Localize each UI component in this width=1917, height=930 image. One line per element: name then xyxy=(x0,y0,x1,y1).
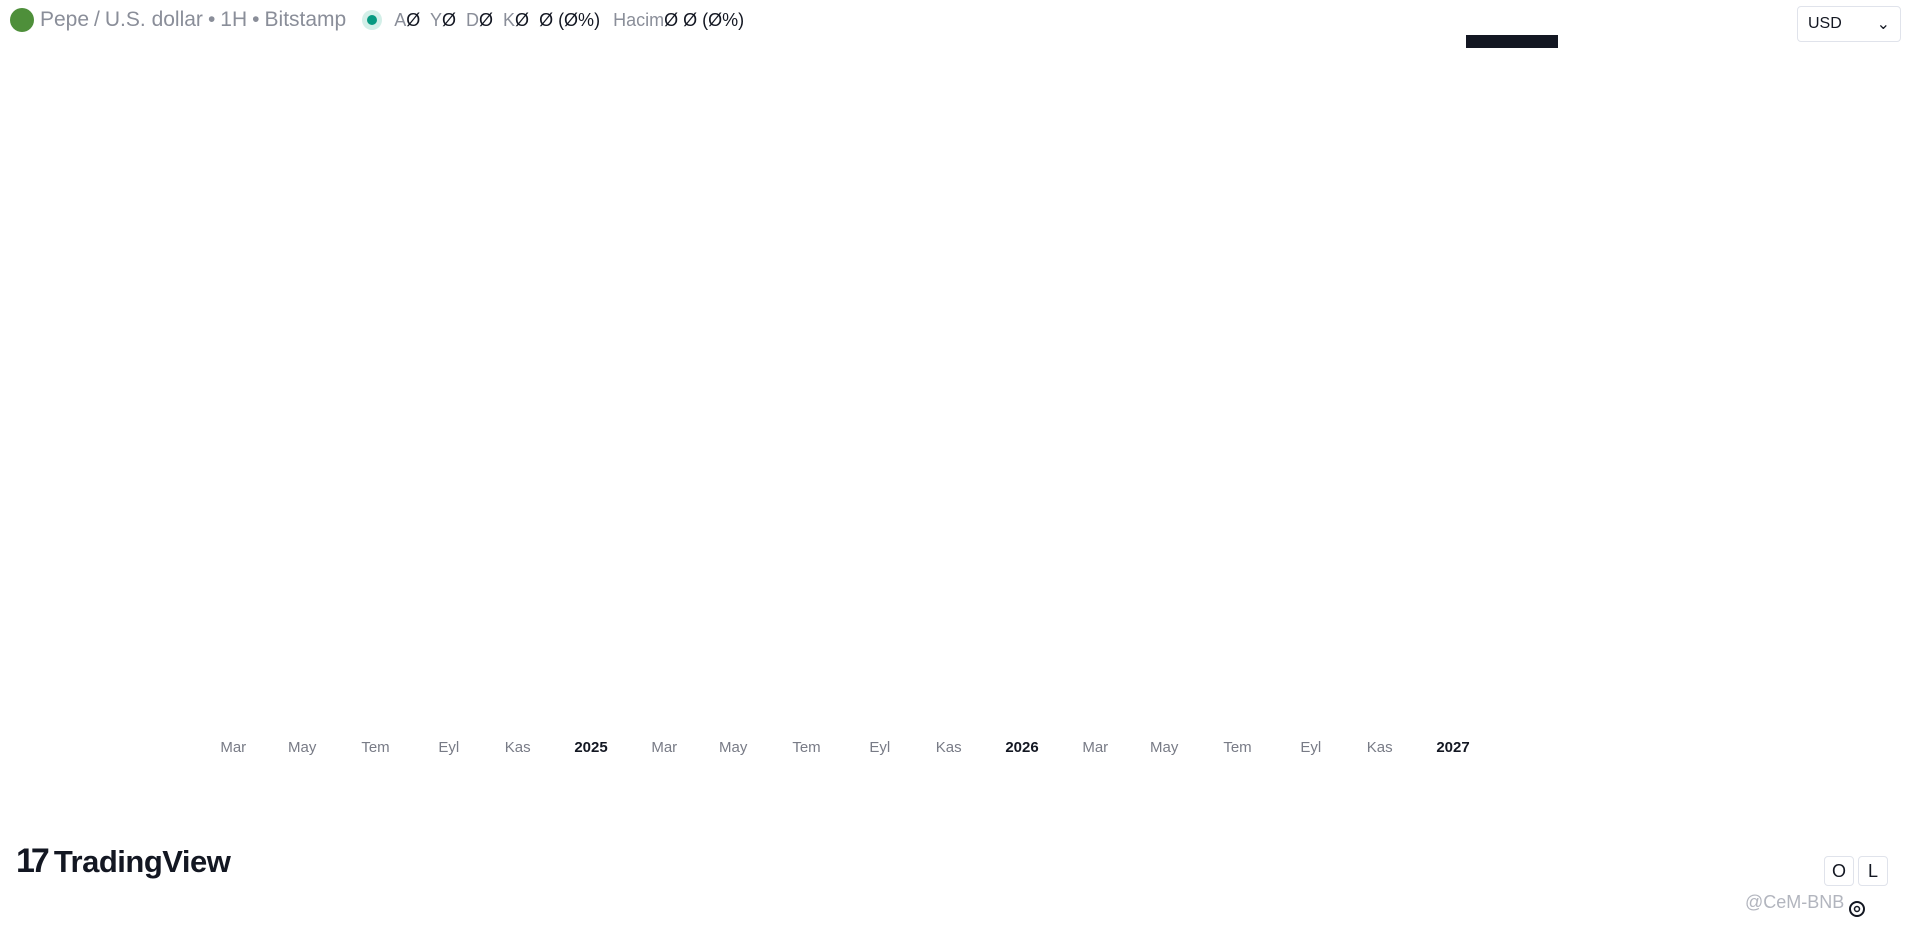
x-tick-label: Kas xyxy=(505,739,531,756)
x-tick-label: 2025 xyxy=(574,739,607,756)
axis-button-l[interactable]: L xyxy=(1858,856,1888,886)
ohlc-values: AØ YØ DØ KØ Ø (Ø%) HacimØ Ø (Ø%) xyxy=(394,9,745,30)
x-tick-label: Tem xyxy=(1223,739,1251,756)
volume-label: Hacim xyxy=(613,9,665,30)
x-tick-label: Mar xyxy=(1082,739,1108,756)
tradingview-mark-icon: 17 xyxy=(16,842,50,880)
currency-value: USD xyxy=(1808,15,1842,32)
x-tick-label: Mar xyxy=(651,739,677,756)
symbol-base[interactable]: Pepe xyxy=(40,8,90,31)
exchange-label[interactable]: Bitstamp xyxy=(264,8,347,31)
x-tick-label: Eyl xyxy=(1300,739,1321,756)
x-tick-label: 2026 xyxy=(1005,739,1038,756)
x-tick-label: Mar xyxy=(220,739,246,756)
x-tick-label: May xyxy=(288,739,317,756)
x-tick-label: Kas xyxy=(1367,739,1393,756)
x-tick-label: Eyl xyxy=(869,739,890,756)
volume-value: Ø Ø (Ø%) xyxy=(664,9,745,30)
interval-label[interactable]: 1H xyxy=(220,8,248,31)
cut-price-tag xyxy=(1466,35,1558,48)
x-tick-label: Kas xyxy=(936,739,962,756)
chevron-down-icon: ⌄ xyxy=(1876,16,1890,33)
axis-button-o[interactable]: O xyxy=(1824,856,1854,886)
x-tick-label: 2027 xyxy=(1436,739,1469,756)
x-tick-label: May xyxy=(719,739,748,756)
tradingview-logo: 17 TradingView xyxy=(16,842,231,881)
x-tick-label: Tem xyxy=(361,739,389,756)
gear-icon[interactable] xyxy=(1846,898,1868,920)
tradingview-wordmark: TradingView xyxy=(53,843,231,879)
x-tick-label: Tem xyxy=(792,739,820,756)
chart-legend: Pepe / U.S. dollar • 1H • Bitstamp AØ YØ… xyxy=(10,8,744,32)
market-status-icon xyxy=(362,10,383,30)
x-tick-label: May xyxy=(1150,739,1179,756)
currency-select[interactable]: USD ⌄ xyxy=(1797,6,1901,42)
pepe-coin-icon xyxy=(10,8,34,32)
symbol-quote[interactable]: U.S. dollar xyxy=(104,8,203,31)
x-tick-label: Eyl xyxy=(438,739,459,756)
watermark-text: @CeM-BNB xyxy=(1745,892,1845,912)
